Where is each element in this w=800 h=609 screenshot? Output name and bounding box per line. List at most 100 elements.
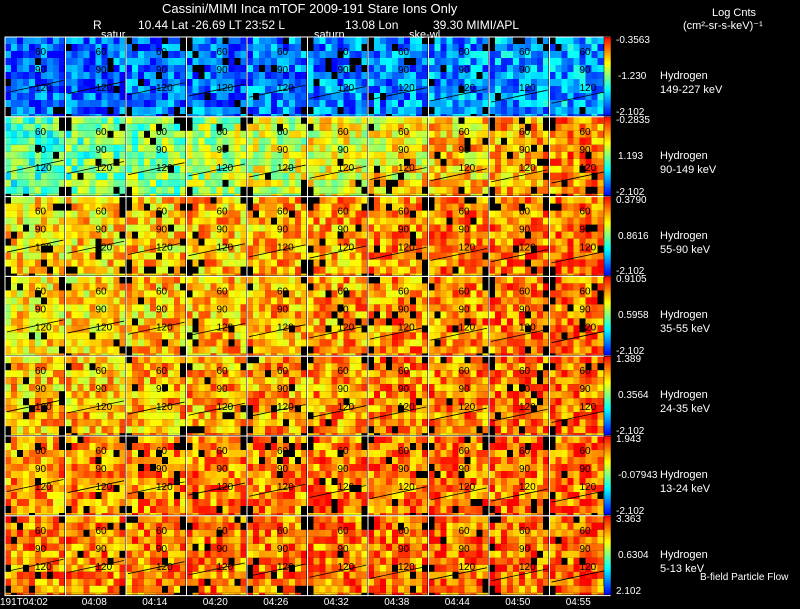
panel-angle-label: 120 [277, 322, 294, 333]
species-label: Hydrogen [660, 149, 708, 162]
panel-angle-label: 60 [156, 366, 168, 377]
version-label: 39.30 MIMI/APL [433, 18, 520, 32]
panel-angle-label: 90 [580, 225, 592, 236]
panel-angle-label: 60 [277, 366, 289, 377]
x-tick-label: 191T04:02 [0, 597, 48, 608]
heatmap-panel [186, 37, 246, 116]
panel-angle-label: 120 [580, 402, 597, 413]
panel-angle-label: 90 [519, 304, 531, 315]
panel-angle-label: 60 [338, 207, 350, 218]
panel-angle-label: 90 [398, 544, 410, 555]
b-field-line [490, 568, 548, 582]
panel-angle-label: 60 [398, 127, 410, 138]
panel-angle-label: 90 [519, 384, 531, 395]
panel-angle-label: 90 [277, 464, 289, 475]
panel-angle-label: 120 [459, 243, 476, 254]
heatmap-panel [126, 116, 186, 196]
panel-angle-label: 60 [35, 207, 47, 218]
panel-angle-label: 120 [519, 482, 536, 493]
colorbar-min-label: -2.102 [616, 505, 645, 517]
species-label: Hydrogen [660, 469, 708, 481]
heatmap-panel [368, 37, 428, 116]
colorbar-min-label: -2.102 [616, 426, 645, 437]
b-field-line [490, 408, 548, 422]
panel-angle-label: 60 [96, 207, 108, 218]
b-field-line [6, 399, 64, 413]
panel-angle-label: 90 [277, 145, 289, 156]
b-field-line [248, 563, 306, 577]
b-field-line [551, 250, 609, 264]
panel-angle-label: 90 [35, 304, 47, 315]
heatmap-panel [126, 37, 186, 116]
panel-angle-label: 60 [519, 446, 531, 457]
heatmap-panel [307, 196, 367, 276]
heatmap-panel [65, 37, 125, 116]
panel-angle-label: 60 [519, 47, 531, 58]
panel-angle-label: 120 [398, 562, 415, 573]
panel-angle-label: 120 [217, 243, 234, 254]
heatmap-panel [5, 196, 65, 276]
heatmap-panel [428, 515, 488, 595]
panel-angle-label: 60 [277, 526, 289, 537]
colorbar-min-label: -2.102 [616, 266, 645, 278]
x-tick-label: 04:26 [263, 597, 289, 608]
heatmap-panel [247, 515, 307, 595]
panel-angle-label: 90 [217, 65, 229, 76]
panel-angle-label: 60 [35, 127, 47, 138]
panel-angle-label: 90 [580, 304, 592, 315]
panel-angle-label: 60 [338, 286, 350, 297]
b-field-line [490, 488, 548, 502]
b-field-line [248, 164, 306, 178]
panel-angle-label: 90 [459, 384, 471, 395]
b-field-line [369, 246, 427, 260]
panel-angle-label: 60 [156, 286, 168, 297]
b-field-line [67, 560, 125, 573]
colorbar-mid-label: 0.6304 [618, 549, 649, 561]
colorbar-min-label: -2.102 [616, 346, 645, 358]
panel-angle-label: 90 [277, 65, 289, 76]
panel-angle-label: 90 [277, 544, 289, 555]
heatmap-panel [126, 436, 186, 515]
panel-angle-label: 120 [156, 83, 173, 94]
panel-angle-label: 120 [96, 482, 113, 493]
colorbar-mid-label: -1.230 [618, 70, 647, 82]
b-field-line [369, 486, 427, 500]
panel-angle-label: 90 [96, 225, 108, 236]
b-field-line [551, 410, 609, 423]
colorbar-max-label: 0.3790 [616, 194, 647, 206]
colorbar [603, 36, 612, 117]
energy-range-label: 5-13 keV [660, 562, 705, 575]
panel-angle-label: 120 [277, 402, 294, 413]
heatmap-panel [5, 116, 65, 196]
panel-angle-label: 120 [156, 562, 173, 573]
panel-angle-label: 90 [35, 464, 47, 475]
panel-angle-label: 60 [338, 47, 350, 58]
panel-angle-label: 120 [338, 163, 355, 174]
colorbar-mid-label: -0.07943 [618, 469, 658, 481]
heatmap-panel [247, 37, 307, 116]
b-field-line [6, 239, 64, 253]
panel-angle-label: 60 [459, 207, 471, 218]
x-tick-label: 04:44 [444, 597, 470, 608]
panel-angle-label: 120 [217, 83, 234, 94]
colorbar-min-label: -2.102 [616, 186, 645, 198]
panel-angle-label: 120 [519, 243, 536, 254]
colorbar-max-label: -0.3563 [616, 35, 650, 46]
colorbar-min-label: -2.102 [616, 106, 645, 118]
b-field-line [67, 240, 125, 254]
heatmap-panel [428, 196, 488, 276]
heatmap-panel [65, 116, 125, 196]
panel-angle-label: 90 [338, 225, 350, 236]
b-field-line [551, 170, 609, 184]
panel-angle-label: 60 [519, 366, 531, 377]
panel-angle-label: 90 [519, 544, 531, 555]
panel-angle-label: 90 [35, 145, 47, 156]
panel-angle-label: 90 [217, 464, 229, 475]
species-label: Hydrogen [660, 70, 708, 82]
panel-angle-label: 90 [96, 384, 108, 395]
legend-footer: B-field Particle Flow [700, 572, 789, 583]
panel-angle-label: 60 [35, 366, 47, 377]
panel-angle-label: 90 [580, 145, 592, 156]
b-field-line [188, 402, 246, 416]
